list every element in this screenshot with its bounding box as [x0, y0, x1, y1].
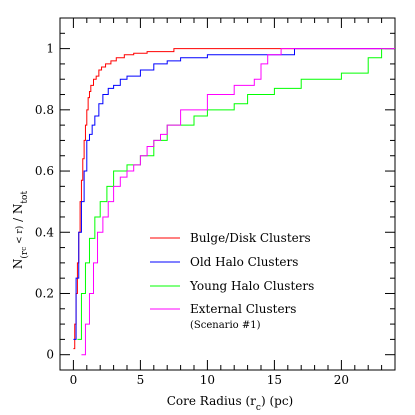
y-tick-label: 1 — [46, 42, 54, 56]
y-tick-label: 0.4 — [35, 225, 54, 239]
y-tick-label: 0.8 — [35, 103, 54, 117]
x-axis-label: Core Radius (rc) (pc) — [167, 394, 293, 413]
legend-label-external: External Clusters — [190, 302, 296, 316]
y-axis-label: N(rc < r) / Ntot — [11, 191, 30, 270]
x-tick-label: 10 — [200, 373, 215, 387]
axis-ticks: 0 5 10 15 20 0 0.2 0.4 0.6 0.8 1 — [35, 18, 396, 387]
legend-note-scenario: (Scenario #1) — [190, 320, 261, 331]
legend-label-old-halo: Old Halo Clusters — [190, 255, 298, 269]
x-tick-label: 20 — [334, 373, 349, 387]
series-line-3 — [81, 48, 395, 356]
x-tick-label: 0 — [70, 373, 78, 387]
y-tick-label: 0 — [46, 348, 54, 362]
y-tick-label: 0.2 — [35, 286, 54, 300]
x-tick-label: 15 — [267, 373, 282, 387]
series-line-1 — [73, 48, 395, 340]
legend-label-young-halo: Young Halo Clusters — [189, 279, 314, 293]
series-layer — [73, 48, 395, 356]
x-tick-label: 5 — [137, 373, 145, 387]
series-line-2 — [77, 48, 395, 340]
legend-label-bulge-disk: Bulge/Disk Clusters — [190, 231, 311, 245]
legend: Bulge/Disk Clusters Old Halo Clusters Yo… — [150, 231, 314, 331]
plot-frame — [59, 17, 396, 371]
y-tick-label: 0.6 — [35, 164, 54, 178]
